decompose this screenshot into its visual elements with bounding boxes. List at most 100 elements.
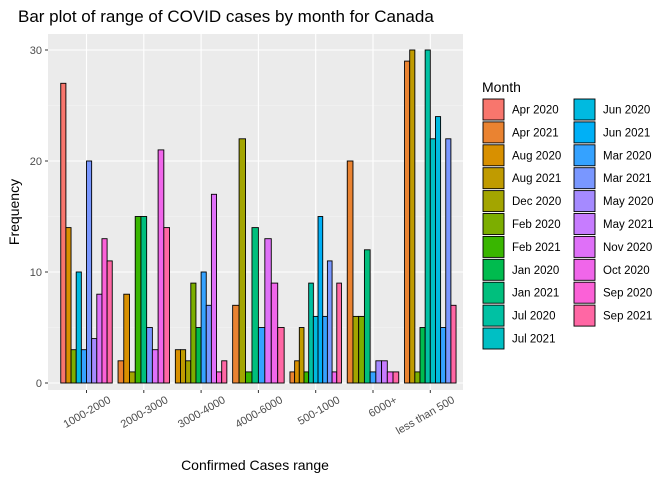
bar	[216, 371, 223, 384]
x-tick-label: 6000+	[367, 394, 400, 420]
legend-key	[482, 235, 505, 258]
legend-label: Jul 2020	[512, 311, 555, 323]
legend-label: Feb 2021	[512, 242, 561, 254]
legend-key	[482, 98, 505, 121]
bar	[106, 260, 113, 384]
bar	[381, 360, 388, 384]
bar	[419, 327, 426, 384]
x-axis-ticks: 1000-2000 2000-3000 3000-4000 4000-6000 500-…	[61, 390, 457, 437]
bar	[129, 371, 136, 384]
legend-key	[482, 304, 505, 327]
bar	[257, 327, 266, 384]
bar	[346, 160, 354, 384]
legend-key	[482, 327, 505, 350]
legend-key	[573, 167, 596, 190]
bar	[450, 304, 457, 384]
bar	[163, 227, 171, 384]
legend-label: Feb 2020	[512, 219, 561, 231]
bar	[151, 349, 159, 384]
legend-label: Jun 2021	[603, 127, 650, 139]
legend-key	[573, 213, 596, 235]
bar	[91, 338, 98, 384]
legend-label: Jun 2020	[603, 105, 650, 117]
legend-key	[482, 144, 505, 167]
bar	[232, 304, 240, 384]
bar	[157, 149, 165, 384]
legend-label: Dec 2020	[512, 196, 561, 208]
legend-key	[482, 121, 505, 144]
bar	[440, 327, 447, 384]
bar	[270, 282, 279, 384]
bar	[392, 371, 400, 384]
bar	[185, 360, 192, 384]
legend-key	[573, 190, 596, 213]
bar	[117, 360, 125, 384]
bars	[60, 49, 457, 384]
bar	[123, 293, 130, 384]
bar	[251, 227, 259, 384]
legend-label: Apr 2021	[512, 127, 559, 139]
bar	[75, 271, 82, 384]
bar	[404, 60, 411, 384]
x-tick-label: 4000-6000	[233, 394, 285, 431]
bar	[369, 371, 377, 384]
legend-label: Sep 2021	[603, 311, 652, 323]
bar	[409, 49, 416, 384]
y-tick-label: 0	[36, 378, 42, 390]
legend-key	[573, 258, 596, 281]
bar	[180, 349, 187, 384]
bar	[298, 327, 305, 384]
bar	[326, 260, 333, 384]
legend-label: Jan 2021	[512, 288, 559, 300]
legend-label: Mar 2021	[603, 173, 652, 185]
bar	[294, 360, 300, 384]
bar	[289, 371, 296, 384]
legend-label: Mar 2020	[603, 150, 652, 162]
legend-title: Month	[482, 79, 521, 95]
bar	[322, 315, 328, 384]
y-axis-ticks: 0 10 20 30	[30, 45, 48, 390]
x-tick-label: 3000-4000	[176, 394, 228, 431]
bar	[60, 82, 67, 384]
legend-label: May 2021	[603, 219, 654, 231]
y-tick-label: 20	[30, 156, 42, 168]
bar	[445, 138, 452, 384]
bar	[331, 371, 338, 384]
legend-label: Sep 2020	[603, 288, 652, 300]
bar	[174, 349, 181, 384]
legend-label: Nov 2020	[603, 242, 652, 254]
bar	[312, 315, 319, 384]
legend-key	[482, 213, 505, 235]
bar	[146, 327, 153, 384]
legend-key	[573, 98, 596, 121]
bar	[358, 315, 365, 384]
legend-label: Aug 2020	[512, 150, 561, 162]
bar	[205, 304, 212, 384]
y-tick-label: 10	[30, 267, 42, 279]
bar	[200, 271, 207, 384]
bar	[221, 360, 228, 384]
bar	[303, 371, 310, 384]
bar	[435, 116, 442, 384]
legend-label: May 2020	[603, 196, 654, 208]
bar	[134, 216, 142, 384]
y-axis-title: Frequency	[6, 179, 22, 245]
bar	[96, 293, 103, 384]
y-tick-label: 30	[30, 45, 42, 57]
x-tick-label: 500-1000	[296, 394, 342, 428]
legend-label: Aug 2021	[512, 173, 561, 185]
legend: Month Apr 2020 Apr 2021 Aug 2020 Aug 2021 De…	[482, 79, 654, 350]
legend-key	[482, 258, 505, 281]
bar	[210, 193, 217, 384]
bar	[375, 360, 383, 384]
bar	[80, 349, 87, 384]
legend-key	[573, 281, 596, 304]
legend-key	[482, 190, 505, 213]
x-tick-label: 2000-3000	[119, 394, 171, 431]
bar	[317, 216, 324, 384]
legend-key	[573, 235, 596, 258]
bar	[429, 138, 436, 384]
bar	[308, 282, 314, 384]
bar	[277, 327, 285, 384]
